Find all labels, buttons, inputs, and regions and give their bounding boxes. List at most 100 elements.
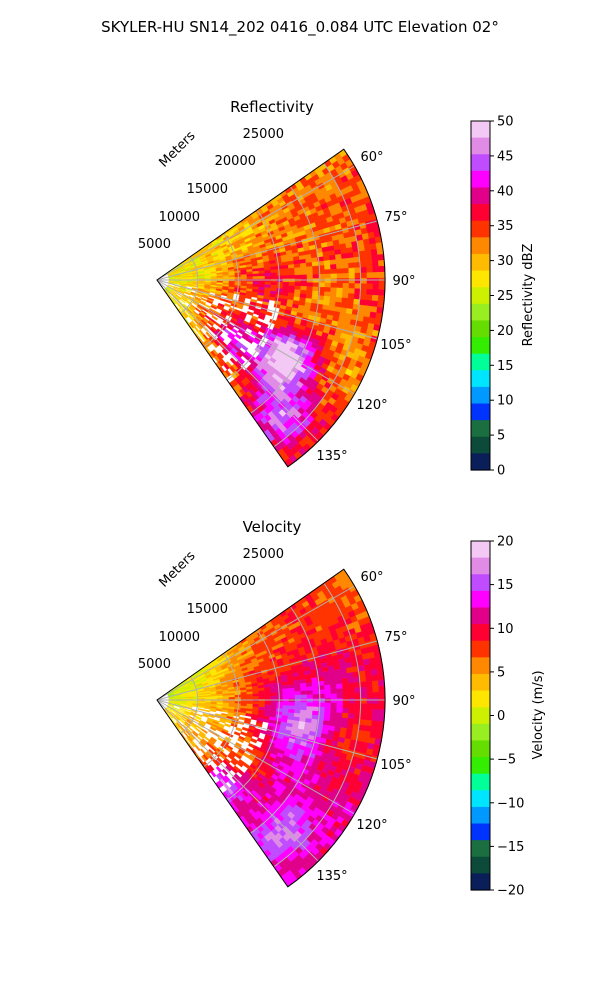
range-tick-20000: 20000	[215, 574, 256, 589]
field-cell	[282, 281, 290, 287]
field-cell	[306, 278, 314, 283]
field-cell	[377, 673, 385, 681]
field-cell	[288, 271, 296, 276]
field-cell	[233, 731, 241, 737]
colorbar-segment	[471, 270, 490, 288]
field-cell	[330, 693, 338, 699]
field-cell	[211, 341, 219, 349]
field-cell	[221, 348, 229, 356]
colorbar-tick-label: 35	[497, 219, 514, 234]
field-cell	[372, 283, 380, 290]
field-cell	[330, 282, 338, 289]
field-cell	[342, 273, 350, 279]
field-cell	[342, 707, 350, 714]
field-cell	[359, 719, 367, 726]
colorbar-segment	[471, 170, 490, 189]
field-cell	[300, 698, 308, 703]
field-cell	[197, 708, 205, 712]
range-tick-10000: 10000	[159, 210, 200, 225]
field-cell	[234, 333, 242, 340]
colorbar-segment	[471, 370, 490, 388]
field-cell	[282, 268, 290, 273]
colorbar-segment	[471, 403, 490, 421]
field-cell	[306, 706, 314, 712]
velocity-colorbar-label: Velocity (m/s)	[531, 670, 546, 759]
field-cell	[299, 262, 307, 268]
field-cell	[354, 692, 362, 699]
field-cell	[336, 263, 343, 270]
field-cell	[348, 687, 356, 694]
field-cell	[366, 266, 374, 273]
colorbar-segment	[471, 840, 490, 858]
field-cell	[306, 286, 314, 292]
field-cell	[370, 306, 378, 314]
azimuth-tick-105: 105°	[380, 338, 411, 353]
field-cell	[300, 270, 308, 276]
field-cell	[347, 713, 355, 720]
field-cell	[336, 702, 344, 709]
field-cell	[323, 260, 331, 266]
range-tick-20000: 20000	[215, 154, 256, 169]
field-cell	[264, 695, 272, 700]
field-cell	[378, 289, 386, 297]
field-cell	[294, 278, 302, 283]
field-cell	[276, 278, 284, 283]
field-cell	[236, 305, 244, 310]
field-cell	[300, 278, 308, 283]
field-cell	[312, 290, 319, 296]
field-cell	[300, 266, 307, 272]
colorbar-segment	[471, 590, 490, 609]
velocity-colorbar: 20 15 10 5 0 −5 −10 −15 −20 Velocity (m/s)	[470, 535, 546, 899]
field-cell	[288, 274, 296, 279]
field-cell	[324, 282, 332, 288]
colorbar-tick-label: 15	[497, 578, 514, 593]
field-cell	[369, 243, 378, 251]
field-cell	[372, 709, 380, 716]
field-cell	[335, 258, 343, 265]
field-cell	[378, 277, 386, 285]
field-cell	[276, 704, 284, 710]
field-cell	[358, 304, 366, 312]
field-cell	[300, 282, 308, 287]
field-cell	[378, 685, 386, 693]
range-ring	[226, 209, 280, 381]
field-cell	[300, 690, 308, 696]
reflectivity-title: Reflectivity	[230, 98, 314, 116]
colorbar-segment	[471, 237, 490, 255]
colorbar-segment	[471, 320, 490, 338]
colorbar-segment	[471, 541, 490, 559]
field-cell	[340, 253, 349, 260]
colorbar-tick-label: −5	[497, 753, 516, 768]
field-cell	[348, 703, 356, 709]
field-cell	[210, 770, 217, 778]
field-cell	[329, 679, 337, 686]
field-cell	[264, 692, 272, 697]
field-cell	[377, 253, 385, 261]
azimuth-tick-75: 75°	[384, 210, 407, 225]
colorbar-tick-label: 0	[497, 709, 505, 724]
field-cell	[372, 272, 380, 279]
field-cell	[370, 248, 378, 256]
field-cell	[252, 276, 260, 280]
field-cell	[311, 257, 319, 263]
field-cell	[378, 703, 386, 711]
field-cell	[347, 718, 355, 725]
azimuth-tick-60: 60°	[360, 150, 383, 165]
range-tick-15000: 15000	[187, 602, 228, 617]
field-cell	[359, 293, 367, 301]
field-cell	[323, 711, 331, 717]
field-cell	[282, 688, 290, 693]
field-cell	[306, 686, 313, 692]
figure-title: SKYLER-HU SN14_202 0416_0.084 UTC Elevat…	[101, 18, 499, 37]
field-cell	[324, 273, 332, 279]
field-cell	[348, 272, 356, 279]
field-cell	[288, 267, 295, 273]
colorbar-segment	[471, 773, 490, 791]
field-cell	[371, 294, 379, 302]
field-cell	[330, 273, 338, 279]
field-cell	[294, 282, 302, 287]
field-cell	[360, 698, 368, 704]
field-cell	[210, 697, 218, 700]
field-cell	[312, 706, 320, 712]
field-cell	[312, 694, 320, 699]
